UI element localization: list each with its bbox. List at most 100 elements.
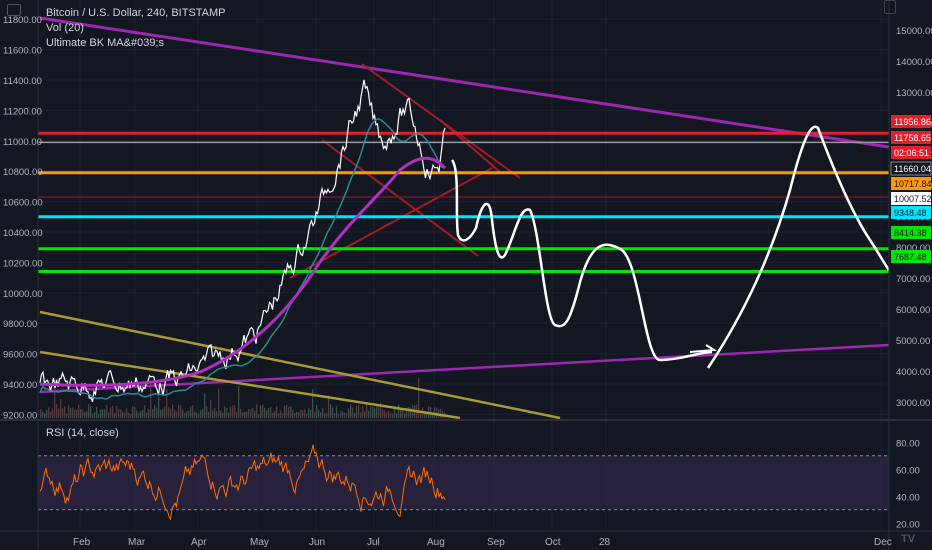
volume-bar [378,407,380,418]
volume-bar [284,405,286,418]
time-tick-label: Apr [191,537,207,548]
volume-bar [128,412,130,418]
volume-bar [372,406,374,418]
price-label-box [891,192,931,205]
volume-bar [398,404,400,418]
volume-bar [220,410,222,418]
volume-bar [226,407,228,418]
volume-bar [224,406,226,418]
volume-bar [364,411,366,418]
volume-bar [218,388,220,418]
price-label-text: 10007.52 [894,194,932,204]
volume-bar [376,406,378,418]
rsi-tick-label: 20.00 [896,519,920,530]
left-tick-label: 9800.00 [3,319,37,330]
volume-bar [52,408,54,418]
volume-bar [356,406,358,418]
left-tick-label: 9200.00 [3,410,37,421]
volume-bar [274,411,276,418]
right-tick-label: 5000.00 [896,336,930,347]
volume-bar [256,404,258,418]
volume-bar [214,407,216,418]
volume-bar [76,409,78,418]
right-tick-label: 15000.00 [896,26,932,37]
volume-bar [230,406,232,418]
volume-bar [392,413,394,418]
volume-bar [336,406,338,418]
volume-bar [152,409,154,418]
volume-bar [326,413,328,418]
volume-bar [82,409,84,418]
volume-indicator-label[interactable]: Vol (20) [46,22,84,34]
volume-bar [166,389,168,418]
left-tick-label: 9400.00 [3,380,37,391]
volume-bar [320,412,322,418]
scale-toggle-icon[interactable] [884,0,896,14]
volume-bar [216,411,218,418]
volume-bar [410,407,412,418]
volume-bar [88,404,90,418]
horizontal-levels [38,131,889,274]
volume-bar [338,413,340,418]
price-label-box [891,177,931,190]
volume-bar [68,405,70,418]
volume-bar [204,393,206,418]
volume-bar [182,409,184,418]
volume-bar [44,413,46,418]
volume-bar [402,408,404,418]
price-label-text: 8414.38 [894,228,927,238]
volume-bar [304,409,306,418]
volume-bar [92,413,94,418]
grid-lines [38,0,889,530]
volume-bar [272,412,274,418]
volume-bar [100,409,102,418]
volume-bar [264,407,266,418]
volume-bar [300,409,302,418]
volume-bar [86,411,88,418]
symbol-title[interactable]: Bitcoin / U.S. Dollar, 240, BITSTAMP [46,7,226,19]
volume-bar [262,404,264,418]
volume-bar [288,406,290,418]
volume-bar [118,409,120,418]
volume-bar [344,412,346,418]
olive-trend-line-2 [39,350,461,420]
volume-bar [394,408,396,418]
left-tick-label: 10000.00 [3,289,43,300]
volume-bar [310,409,312,418]
volume-bar [252,407,254,418]
volume-bar [200,410,202,418]
volume-bar [366,404,368,418]
volume-bar [244,411,246,418]
volume-bar [242,412,244,418]
left-tick-label: 11800.00 [3,15,42,26]
time-tick-label: Mar [128,537,146,548]
ma-indicator-label[interactable]: Ultimate BK MA&#039;s [46,37,164,49]
volume-bar [146,412,148,418]
volume-bar [248,409,250,418]
rsi-tick-label: 60.00 [896,465,920,476]
volume-bar [238,386,240,418]
projection-drawing [450,125,890,369]
rsi-line [39,444,446,521]
volume-bar [194,411,196,418]
volume-bar [268,408,270,418]
volume-bar [180,405,182,418]
volume-bar [254,410,256,418]
volume-bar [390,412,392,418]
volume-bar [420,413,422,418]
rsi-indicator-label[interactable]: RSI (14, close) [46,427,119,439]
time-tick-label: 28 [599,537,611,548]
purple-support-line [39,343,890,394]
volume-bar [84,411,86,418]
volume-bar [380,402,382,418]
ma-teal-line [39,118,446,400]
right-tick-label: 4000.00 [896,367,930,378]
projection-arrow-icon [689,344,718,353]
volume-bar [74,409,76,418]
volume-bar [404,413,406,418]
price-labels: 11956.86 11758.65 02:06:51 11660.04 10717.84… [890,115,932,263]
volume-bar [158,396,160,418]
volume-bar [432,412,434,418]
volume-bar [64,406,66,418]
collapse-icon[interactable] [7,4,21,16]
